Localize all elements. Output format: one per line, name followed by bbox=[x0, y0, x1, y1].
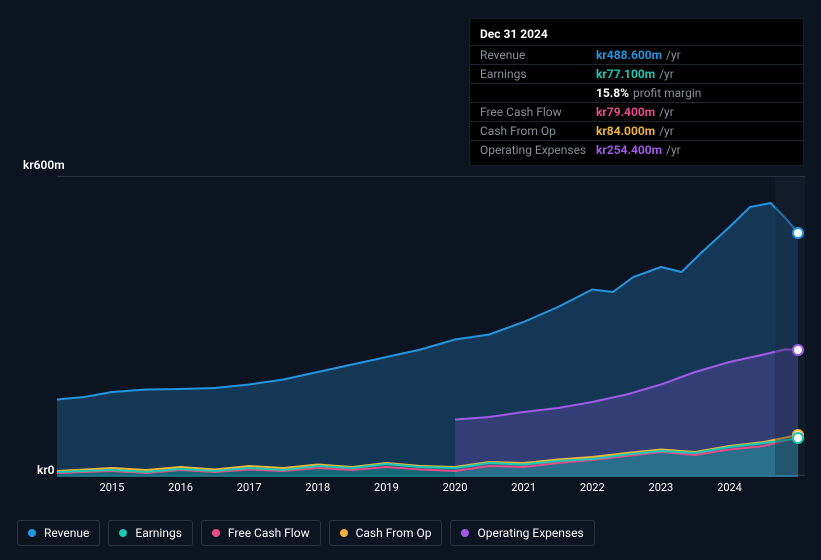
tooltip-row-value: kr488.600m bbox=[596, 48, 662, 62]
tooltip-row: Free Cash Flowkr79.400m/yr bbox=[470, 102, 803, 121]
x-axis: 2015 2016 2017 2018 2019 2020 2021 2022 2023 2024 bbox=[57, 481, 805, 501]
tooltip-row-unit: /yr bbox=[666, 48, 681, 62]
tooltip-row-value: kr84.000m bbox=[596, 124, 655, 138]
x-tick: 2016 bbox=[168, 481, 193, 494]
legend-item-opex[interactable]: Operating Expenses bbox=[450, 520, 594, 546]
x-tick: 2020 bbox=[443, 481, 468, 494]
legend-label: Revenue bbox=[44, 526, 89, 540]
tooltip-row-label: Operating Expenses bbox=[480, 143, 596, 157]
tooltip-row-label: Cash From Op bbox=[480, 124, 596, 138]
x-tick: 2021 bbox=[511, 481, 536, 494]
legend-label: Earnings bbox=[135, 526, 182, 540]
tooltip-row-unit: /yr bbox=[659, 105, 674, 119]
plot-svg bbox=[57, 177, 805, 477]
legend-label: Cash From Op bbox=[356, 526, 432, 540]
legend-item-cash_op[interactable]: Cash From Op bbox=[329, 520, 443, 546]
tooltip-row: Revenuekr488.600m/yr bbox=[470, 45, 803, 64]
legend-label: Operating Expenses bbox=[477, 526, 583, 540]
tooltip-date: Dec 31 2024 bbox=[470, 25, 803, 45]
series-end-dot-revenue bbox=[794, 229, 802, 237]
legend-dot bbox=[212, 529, 220, 537]
legend-item-revenue[interactable]: Revenue bbox=[17, 520, 100, 546]
tooltip-row-unit: /yr bbox=[659, 124, 674, 138]
tooltip-rows: Revenuekr488.600m/yrEarningskr77.100m/yr… bbox=[470, 45, 803, 159]
x-tick: 2017 bbox=[237, 481, 262, 494]
tooltip-row: Earningskr77.100m/yr bbox=[470, 64, 803, 83]
series-end-dot-opex bbox=[794, 346, 802, 354]
x-tick: 2019 bbox=[374, 481, 399, 494]
legend-label: Free Cash Flow bbox=[228, 526, 310, 540]
tooltip-row-label: Free Cash Flow bbox=[480, 105, 596, 119]
tooltip-row-value: kr79.400m bbox=[596, 105, 655, 119]
tooltip-row-value: kr254.400m bbox=[596, 143, 662, 157]
tooltip-row: 15.8% profit margin bbox=[470, 83, 803, 102]
legend-dot bbox=[340, 529, 348, 537]
tooltip-row-label: Earnings bbox=[480, 67, 596, 81]
y-tick-top: kr600m bbox=[23, 158, 65, 172]
tooltip-row: Operating Expenseskr254.400m/yr bbox=[470, 140, 803, 159]
legend-item-fcf[interactable]: Free Cash Flow bbox=[201, 520, 321, 546]
plot-region[interactable] bbox=[57, 176, 805, 476]
tooltip-row-value: kr77.100m bbox=[596, 67, 655, 81]
legend: Revenue Earnings Free Cash Flow Cash From O… bbox=[17, 520, 595, 546]
x-tick: 2015 bbox=[100, 481, 125, 494]
x-tick: 2024 bbox=[717, 481, 742, 494]
tooltip-row-unit: profit margin bbox=[633, 86, 701, 100]
chart-tooltip: Dec 31 2024 Revenuekr488.600m/yrEarnings… bbox=[469, 18, 804, 166]
x-tick: 2018 bbox=[305, 481, 330, 494]
tooltip-row-unit: /yr bbox=[666, 143, 681, 157]
chart-area: kr600m kr0 20152016201720182019202020212… bbox=[17, 156, 805, 511]
legend-dot bbox=[119, 529, 127, 537]
tooltip-row-value: 15.8% bbox=[596, 86, 629, 100]
legend-dot bbox=[461, 529, 469, 537]
tooltip-row-unit: /yr bbox=[659, 67, 674, 81]
x-tick: 2023 bbox=[649, 481, 674, 494]
x-tick: 2022 bbox=[580, 481, 605, 494]
forecast-band bbox=[775, 177, 805, 475]
tooltip-row-label: Revenue bbox=[480, 48, 596, 62]
y-tick-bottom: kr0 bbox=[37, 463, 55, 477]
legend-dot bbox=[28, 529, 36, 537]
legend-item-earnings[interactable]: Earnings bbox=[108, 520, 193, 546]
series-end-dot-earnings bbox=[794, 434, 802, 442]
tooltip-row: Cash From Opkr84.000m/yr bbox=[470, 121, 803, 140]
